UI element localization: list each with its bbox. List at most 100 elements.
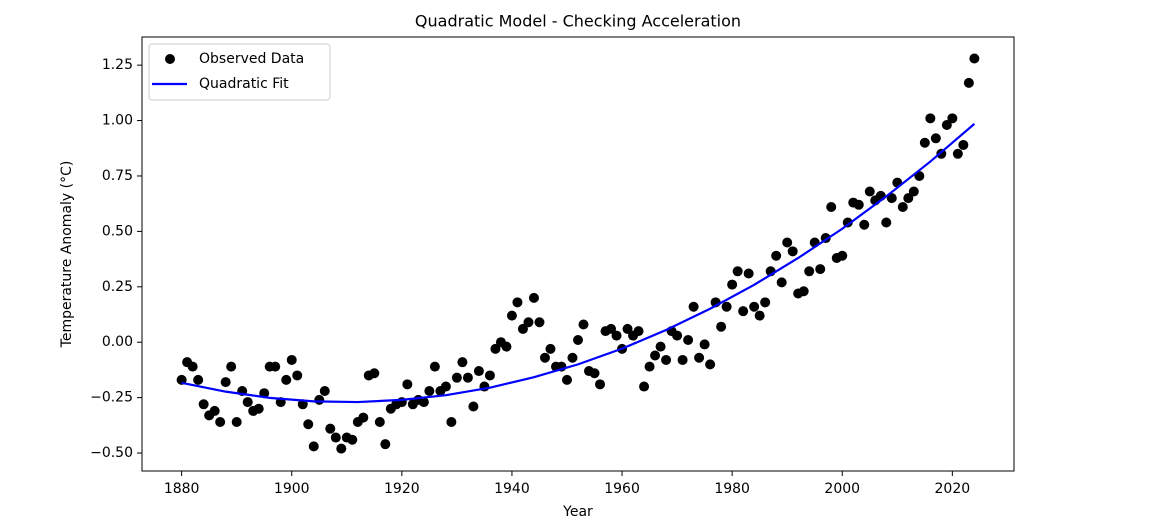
- data-point: [517, 323, 528, 334]
- data-point: [963, 77, 974, 88]
- data-point: [446, 417, 457, 428]
- data-point: [545, 343, 556, 354]
- data-point: [639, 381, 650, 392]
- y-tick-label: 1.25: [102, 57, 133, 73]
- x-tick-label: 1920: [384, 481, 420, 497]
- data-point: [633, 326, 644, 337]
- data-point: [303, 419, 314, 430]
- data-point: [578, 319, 589, 330]
- y-tick-label: 0.00: [102, 334, 133, 350]
- data-point: [402, 379, 413, 390]
- data-point: [611, 330, 622, 341]
- data-point: [859, 219, 870, 230]
- y-tick-label: −0.50: [90, 445, 133, 461]
- data-point: [688, 301, 699, 312]
- chart-title: Quadratic Model - Checking Acceleration: [415, 12, 741, 31]
- x-tick-label: 1880: [164, 481, 200, 497]
- data-point: [952, 148, 963, 159]
- data-point: [457, 357, 468, 368]
- fit-line: [181, 123, 976, 404]
- data-point: [930, 133, 941, 144]
- data-point: [782, 237, 793, 248]
- data-point: [220, 377, 231, 388]
- data-point: [738, 306, 749, 317]
- data-point: [683, 335, 694, 346]
- y-tick-label: 0.50: [102, 223, 133, 239]
- data-point: [534, 317, 545, 328]
- data-point: [501, 341, 512, 352]
- data-point: [369, 368, 380, 379]
- y-tick-label: 1.00: [102, 113, 133, 129]
- data-point: [644, 361, 655, 372]
- data-point: [319, 385, 330, 396]
- data-point: [842, 217, 853, 228]
- data-point: [919, 137, 930, 148]
- data-point: [374, 417, 385, 428]
- data-point: [512, 297, 523, 308]
- legend-marker: [165, 54, 175, 64]
- data-point: [314, 394, 325, 405]
- data-point: [523, 317, 534, 328]
- data-point: [881, 217, 892, 228]
- data-point: [595, 379, 606, 390]
- data-point: [490, 343, 501, 354]
- data-point: [325, 423, 336, 434]
- y-axis-label: Temperature Anomaly (°C): [59, 161, 75, 349]
- data-point: [330, 432, 341, 443]
- legend-box: [148, 43, 331, 101]
- data-point: [484, 370, 495, 381]
- data-point: [787, 246, 798, 257]
- data-point: [226, 361, 237, 372]
- data-point: [947, 113, 958, 124]
- data-point: [468, 401, 479, 412]
- data-point: [903, 193, 914, 204]
- data-point: [358, 412, 369, 423]
- data-point: [506, 310, 517, 321]
- data-point: [242, 397, 253, 408]
- data-point: [776, 277, 787, 288]
- y-tick-label: −0.25: [90, 390, 133, 406]
- legend-label: Observed Data: [199, 51, 304, 67]
- x-tick-label: 1980: [714, 481, 750, 497]
- data-point: [462, 372, 473, 383]
- data-point: [754, 310, 765, 321]
- data-point: [418, 397, 429, 408]
- y-tick-label: 0.75: [102, 168, 133, 184]
- data-point: [589, 368, 600, 379]
- data-point: [798, 286, 809, 297]
- data-point: [969, 53, 980, 64]
- data-point: [209, 405, 220, 416]
- data-point: [908, 186, 919, 197]
- data-point: [253, 403, 264, 414]
- data-point: [187, 361, 198, 372]
- data-point: [826, 202, 837, 213]
- data-point: [336, 443, 347, 454]
- data-point: [650, 350, 661, 361]
- data-point: [721, 301, 732, 312]
- data-point: [743, 268, 754, 279]
- data-point: [567, 352, 578, 363]
- data-point: [699, 339, 710, 350]
- data-point: [215, 417, 226, 428]
- data-point: [561, 374, 572, 385]
- data-point: [380, 439, 391, 450]
- x-tick-label: 1900: [274, 481, 310, 497]
- data-point: [473, 366, 484, 377]
- data-point: [573, 335, 583, 346]
- data-point: [661, 354, 672, 365]
- x-tick-label: 2020: [935, 481, 971, 497]
- data-point: [539, 352, 550, 363]
- data-point: [958, 139, 969, 150]
- data-point: [606, 323, 617, 334]
- x-tick-label: 2000: [824, 481, 860, 497]
- data-point: [231, 417, 242, 428]
- data-point: [705, 359, 716, 370]
- data-point: [270, 361, 281, 372]
- data-point: [925, 113, 936, 124]
- data-point: [864, 186, 875, 197]
- data-point: [837, 250, 848, 261]
- data-point: [897, 202, 908, 213]
- data-point: [886, 193, 897, 204]
